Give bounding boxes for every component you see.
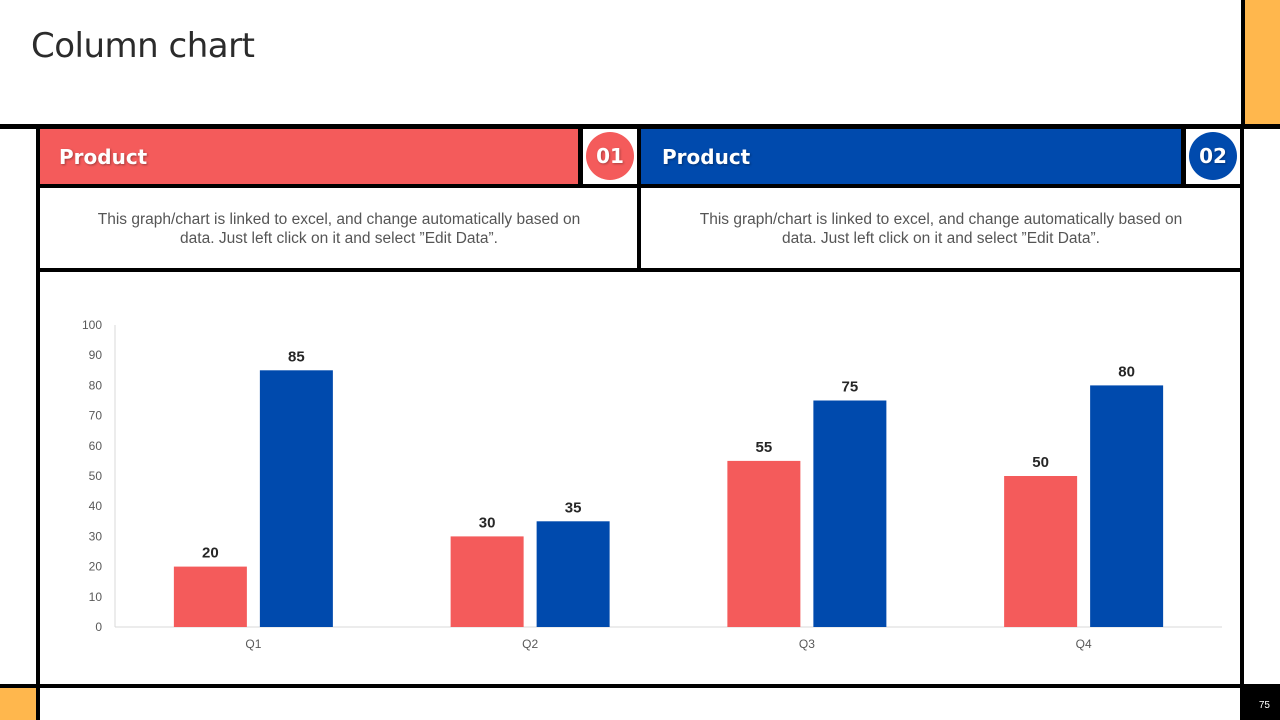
x-tick-label: Q1	[245, 637, 261, 651]
data-label: 75	[842, 379, 859, 396]
product-02-header: Product	[641, 129, 1181, 184]
bar-2-q1	[259, 370, 333, 627]
bar-1-q4	[1004, 476, 1078, 627]
y-tick-label: 50	[89, 469, 103, 483]
bar-2-q4	[1090, 385, 1164, 627]
data-label: 20	[202, 545, 219, 562]
y-tick-label: 10	[89, 590, 103, 604]
y-tick-label: 70	[89, 409, 103, 423]
y-tick-label: 90	[89, 348, 103, 362]
panel-divider-line	[637, 124, 641, 272]
bar-1-q1	[173, 566, 247, 627]
y-tick-label: 60	[89, 439, 103, 453]
badge-divider-left	[578, 124, 583, 186]
column-chart: 0 10 20 30 40 50 60 70 80 90 100 20 85 Q1 30 35 Q2 55 75 Q3…	[82, 318, 1222, 651]
data-label: 80	[1118, 363, 1135, 380]
x-tick-label: Q2	[522, 637, 538, 651]
y-tick-label: 20	[89, 560, 103, 574]
data-label: 30	[479, 514, 496, 531]
bar-2-q2	[536, 521, 610, 627]
product-02-description: This graph/chart is linked to excel, and…	[699, 211, 1183, 247]
y-tick-label: 100	[82, 318, 102, 332]
x-tick-label: Q3	[799, 637, 815, 651]
product-01-header: Product	[40, 129, 578, 184]
data-label: 50	[1032, 454, 1049, 471]
frame-left-line	[36, 124, 40, 720]
y-tick-label: 80	[89, 378, 103, 392]
data-label: 55	[756, 439, 773, 456]
page-title: Column chart	[31, 26, 255, 66]
product-01-label: Product	[59, 144, 148, 169]
bar-1-q2	[450, 536, 524, 627]
frame-bottom-line	[0, 684, 1280, 688]
accent-block-top-right	[1241, 0, 1280, 127]
page-number: 75	[1258, 700, 1270, 711]
x-tick-label: Q4	[1076, 637, 1092, 651]
data-label: 85	[288, 348, 305, 365]
product-02-label: Product	[662, 144, 751, 169]
y-tick-label: 0	[95, 620, 102, 634]
frame-right-line	[1240, 124, 1244, 720]
accent-block-bottom-left	[0, 686, 36, 720]
badge-divider-right	[1181, 124, 1186, 186]
y-tick-label: 30	[89, 529, 103, 543]
bar-2-q3	[813, 400, 887, 627]
y-tick-label: 40	[89, 499, 103, 513]
bar-1-q3	[727, 460, 801, 627]
page-number-box	[1244, 688, 1280, 720]
data-label: 35	[565, 499, 582, 516]
product-01-description: This graph/chart is linked to excel, and…	[97, 211, 581, 247]
product-01-badge: 01	[586, 132, 634, 180]
product-02-badge: 02	[1189, 132, 1237, 180]
